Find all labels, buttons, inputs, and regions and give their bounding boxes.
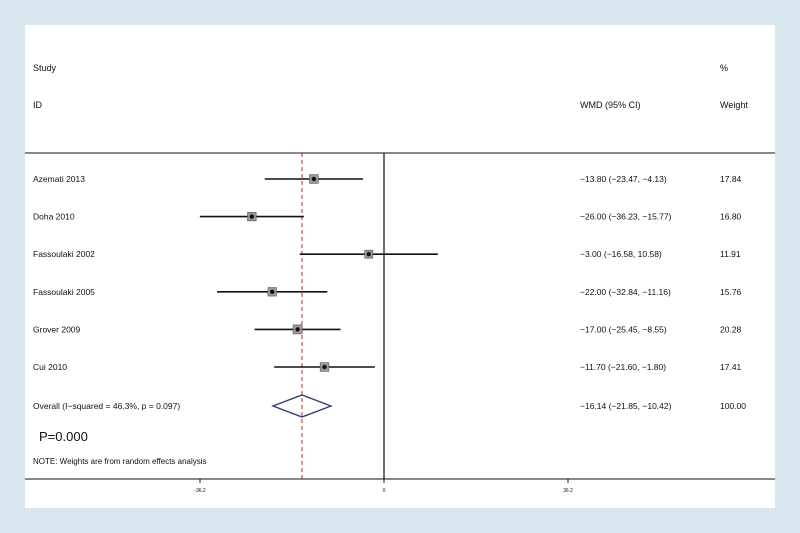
study-name: Cui 2010 bbox=[33, 362, 67, 372]
study-name: Fassoulaki 2005 bbox=[33, 287, 95, 297]
study-row: Azemati 2013 −13.80 (−23.47, −4.13) 17.84 bbox=[33, 174, 742, 184]
study-row: Cui 2010 −11.70 (−21.60, −1.80) 17.41 bbox=[33, 362, 742, 372]
point-estimate bbox=[269, 289, 275, 294]
point-estimate bbox=[366, 252, 371, 257]
overall-diamond bbox=[271, 394, 333, 418]
point-estimate bbox=[322, 364, 327, 370]
study-row: Grover 2009 −17.00 (−25.45, −8.55) 20.28 bbox=[33, 324, 742, 334]
ci-text: −3.00 (−16.58, 10.58) bbox=[580, 249, 662, 259]
point-estimate bbox=[295, 327, 300, 332]
ci-text: −22.00 (−32.84, −11.16) bbox=[580, 287, 671, 297]
weight-text: 11.91 bbox=[720, 249, 741, 259]
study-row: Fassoulaki 2005 −22.00 (−32.84, −11.16) 15… bbox=[33, 287, 742, 297]
ci-text: −13.80 (−23.47, −4.13) bbox=[580, 174, 667, 184]
x-tick-label: -36.2 bbox=[194, 488, 206, 494]
point-estimate bbox=[311, 176, 317, 182]
p-value-text: P=0.000 bbox=[39, 429, 88, 444]
forest-plot: Study ID WMD (95% CI) % Weight -36.2 0 36.… bbox=[25, 63, 775, 494]
forest-plot-panel: Study ID WMD (95% CI) % Weight -36.2 0 36.… bbox=[25, 25, 775, 508]
study-name: Fassoulaki 2002 bbox=[33, 249, 95, 259]
x-tick-label: 0 bbox=[383, 488, 386, 494]
study-row: Doha 2010 −26.00 (−36.23, −15.77) 16.80 bbox=[33, 212, 742, 222]
weight-text: 20.28 bbox=[720, 324, 742, 334]
study-name: Grover 2009 bbox=[33, 324, 81, 334]
ci-text: −11.70 (−21.60, −1.80) bbox=[580, 362, 666, 372]
study-name: Doha 2010 bbox=[33, 212, 75, 222]
weight-percent-header: % bbox=[720, 63, 728, 73]
ci-text: −26.00 (−36.23, −15.77) bbox=[580, 212, 672, 222]
overall-ci-text: −16.14 (−21.85, −10.42) bbox=[580, 401, 672, 411]
id-header: ID bbox=[33, 100, 43, 110]
note-text: NOTE: Weights are from random effects an… bbox=[33, 457, 207, 466]
x-tick-label: 36.2 bbox=[563, 488, 573, 494]
weight-text: 15.76 bbox=[720, 287, 742, 297]
overall-weight-text: 100.00 bbox=[720, 401, 746, 411]
point-estimate bbox=[249, 214, 255, 219]
study-row: Fassoulaki 2002 −3.00 (−16.58, 10.58) 11.9… bbox=[33, 249, 741, 259]
study-header: Study bbox=[33, 63, 57, 73]
weight-text: 16.80 bbox=[720, 212, 742, 222]
effect-header: WMD (95% CI) bbox=[580, 100, 641, 110]
weight-text: 17.84 bbox=[720, 174, 742, 184]
study-name: Azemati 2013 bbox=[33, 174, 85, 184]
overall-label: Overall (I−squared = 46.3%, p = 0.097) bbox=[33, 401, 180, 411]
ci-text: −17.00 (−25.45, −8.55) bbox=[580, 324, 667, 334]
weight-header: Weight bbox=[720, 100, 748, 110]
weight-text: 17.41 bbox=[720, 362, 742, 372]
